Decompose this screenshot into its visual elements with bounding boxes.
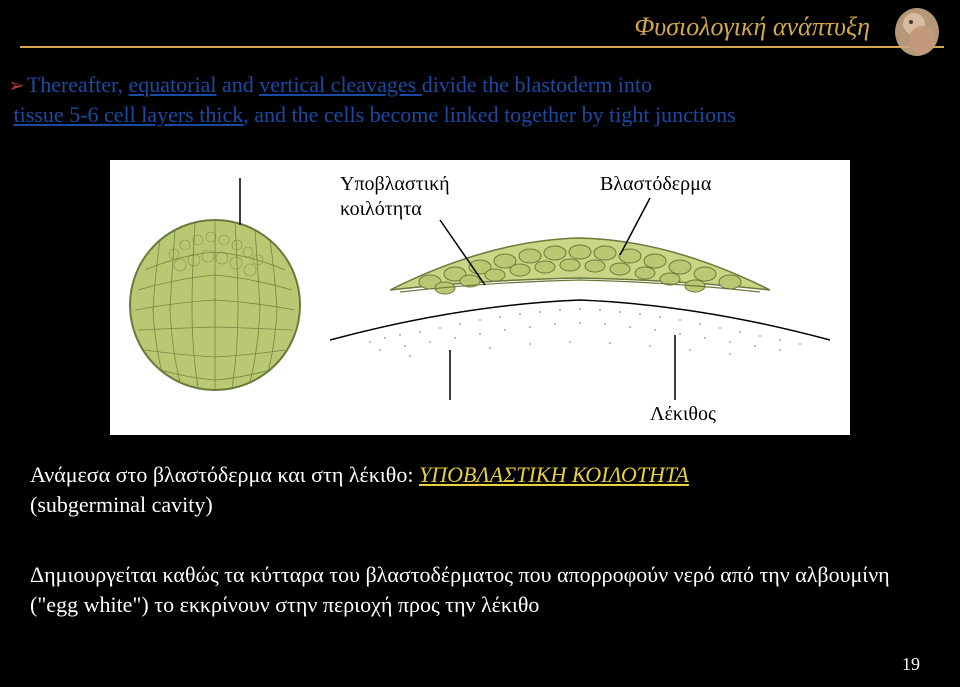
mid-highlight: ΥΠΟΒΛΑΣΤΙΚΗ ΚΟΙΛΟΤΗΤΑ	[419, 462, 689, 487]
mid-text-3: (subgerminal cavity)	[30, 492, 213, 517]
title-underline	[20, 46, 944, 48]
mid-text-1: Ανάμεσα στο βλαστόδερμα και στη λέκιθο:	[30, 462, 419, 487]
page-title: Φυσιολογική ανάπτυξη	[634, 12, 870, 42]
embryology-diagram: Υποβλαστική κοιλότητα Βλαστόδερμα Λέκιθο…	[110, 160, 850, 435]
explanation-text: Δημιουργείται καθώς τα κύτταρα του βλαστ…	[30, 560, 930, 621]
blastula-sphere-icon	[130, 220, 300, 390]
bullet-text-eq: equatorial	[128, 72, 216, 97]
body-bullet: ➢Thereafter, equatorial and vertical cle…	[8, 70, 940, 130]
bullet-text-and: and	[216, 72, 259, 97]
bullet-text-5: , and the cells become linked together b…	[243, 102, 735, 127]
diagram-label-hypoblastic2: κοιλότητα	[340, 198, 422, 220]
diagram-label-hypoblastic: Υποβλαστική	[340, 173, 450, 195]
diagram-label-yolk: Λέκιθος	[650, 403, 716, 425]
bullet-text-4: tissue 5-6 cell layers thick	[14, 102, 244, 127]
slide-header: Φυσιολογική ανάπτυξη	[0, 0, 960, 50]
bullet-text-1: Thereafter,	[27, 72, 129, 97]
subgerminal-cavity-text: Ανάμεσα στο βλαστόδερμα και στη λέκιθο: …	[30, 460, 930, 519]
blastoderm-cross-section-icon	[330, 198, 830, 400]
bullet-text-vc: vertical cleavages	[259, 72, 421, 97]
bullet-text-3: divide the blastoderm into	[422, 72, 652, 97]
embryo-icon	[882, 2, 952, 60]
bullet-arrow-icon: ➢	[8, 75, 25, 97]
page-number: 19	[902, 654, 920, 675]
diagram-label-blastoderm: Βλαστόδερμα	[600, 173, 712, 195]
